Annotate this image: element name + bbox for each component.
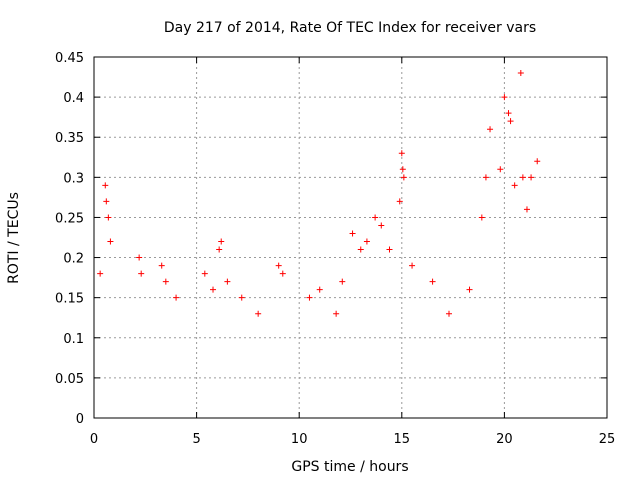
data-point xyxy=(363,238,370,245)
data-point xyxy=(316,286,323,293)
data-point xyxy=(279,270,286,277)
data-point xyxy=(306,294,313,301)
data-point xyxy=(519,174,526,181)
x-axis-label: GPS time / hours xyxy=(291,459,408,475)
data-point xyxy=(333,310,340,317)
y-tick-label-0.1: 0.1 xyxy=(63,332,84,347)
data-point xyxy=(107,238,114,245)
data-point xyxy=(136,254,143,261)
y-tick-label-0.4: 0.4 xyxy=(63,91,84,106)
axis-ticks xyxy=(93,56,608,419)
y-axis-label: ROTI / TECUs xyxy=(6,192,22,284)
data-point xyxy=(349,230,356,237)
data-point xyxy=(501,94,508,101)
y-tick-label-0.05: 0.05 xyxy=(55,372,84,387)
data-point xyxy=(162,278,169,285)
plot-frame xyxy=(93,56,608,419)
x-tick-label-0: 0 xyxy=(90,432,98,447)
data-point xyxy=(517,70,524,77)
data-point xyxy=(511,182,518,189)
data-point xyxy=(507,118,514,125)
data-point xyxy=(103,198,110,205)
data-points xyxy=(97,70,541,317)
x-tick-label-25: 25 xyxy=(599,432,616,447)
data-point xyxy=(466,286,473,293)
data-point xyxy=(255,310,262,317)
data-point xyxy=(275,262,282,269)
data-point xyxy=(400,174,407,181)
y-tick-label-0.45: 0.45 xyxy=(55,51,84,66)
data-point xyxy=(528,174,535,181)
data-point xyxy=(218,238,225,245)
data-point xyxy=(487,126,494,133)
data-point xyxy=(523,206,530,213)
data-point xyxy=(497,166,504,173)
y-tick-label-0.3: 0.3 xyxy=(63,171,84,186)
data-point xyxy=(534,158,541,165)
data-point xyxy=(238,294,245,301)
data-point xyxy=(138,270,145,277)
data-point xyxy=(478,214,485,221)
y-tick-label-0.2: 0.2 xyxy=(63,252,84,267)
data-point xyxy=(216,246,223,253)
x-tick-label-10: 10 xyxy=(291,432,308,447)
data-point xyxy=(386,246,393,253)
data-point xyxy=(482,174,489,181)
data-point xyxy=(224,278,231,285)
data-point xyxy=(97,270,104,277)
y-tick-label-0: 0 xyxy=(76,412,84,427)
grid-lines xyxy=(94,57,607,418)
data-point xyxy=(105,214,112,221)
data-point xyxy=(372,214,379,221)
x-tick-label-5: 5 xyxy=(192,432,200,447)
y-tick-label-0.25: 0.25 xyxy=(55,211,84,226)
data-point xyxy=(339,278,346,285)
data-point xyxy=(201,270,208,277)
data-point xyxy=(409,262,416,269)
data-point xyxy=(158,262,165,269)
y-tick-label-0.35: 0.35 xyxy=(55,131,84,146)
data-point xyxy=(429,278,436,285)
data-point xyxy=(210,286,217,293)
tick-labels: 0 5 10 15 20 25 0 0.05 0.1 0.15 0.2 0.25 0.3 0.35 0.4 0… xyxy=(55,51,615,447)
x-tick-label-15: 15 xyxy=(394,432,411,447)
data-point xyxy=(102,182,109,189)
data-point xyxy=(357,246,364,253)
chart-title: Day 217 of 2014, Rate Of TEC Index for r… xyxy=(164,20,536,36)
x-tick-label-20: 20 xyxy=(496,432,513,447)
data-point xyxy=(173,294,180,301)
data-point xyxy=(396,198,403,205)
data-point xyxy=(445,310,452,317)
data-point xyxy=(505,110,512,117)
data-point xyxy=(378,222,385,229)
data-point xyxy=(398,150,405,157)
y-tick-label-0.15: 0.15 xyxy=(55,292,84,307)
data-point xyxy=(399,166,406,173)
